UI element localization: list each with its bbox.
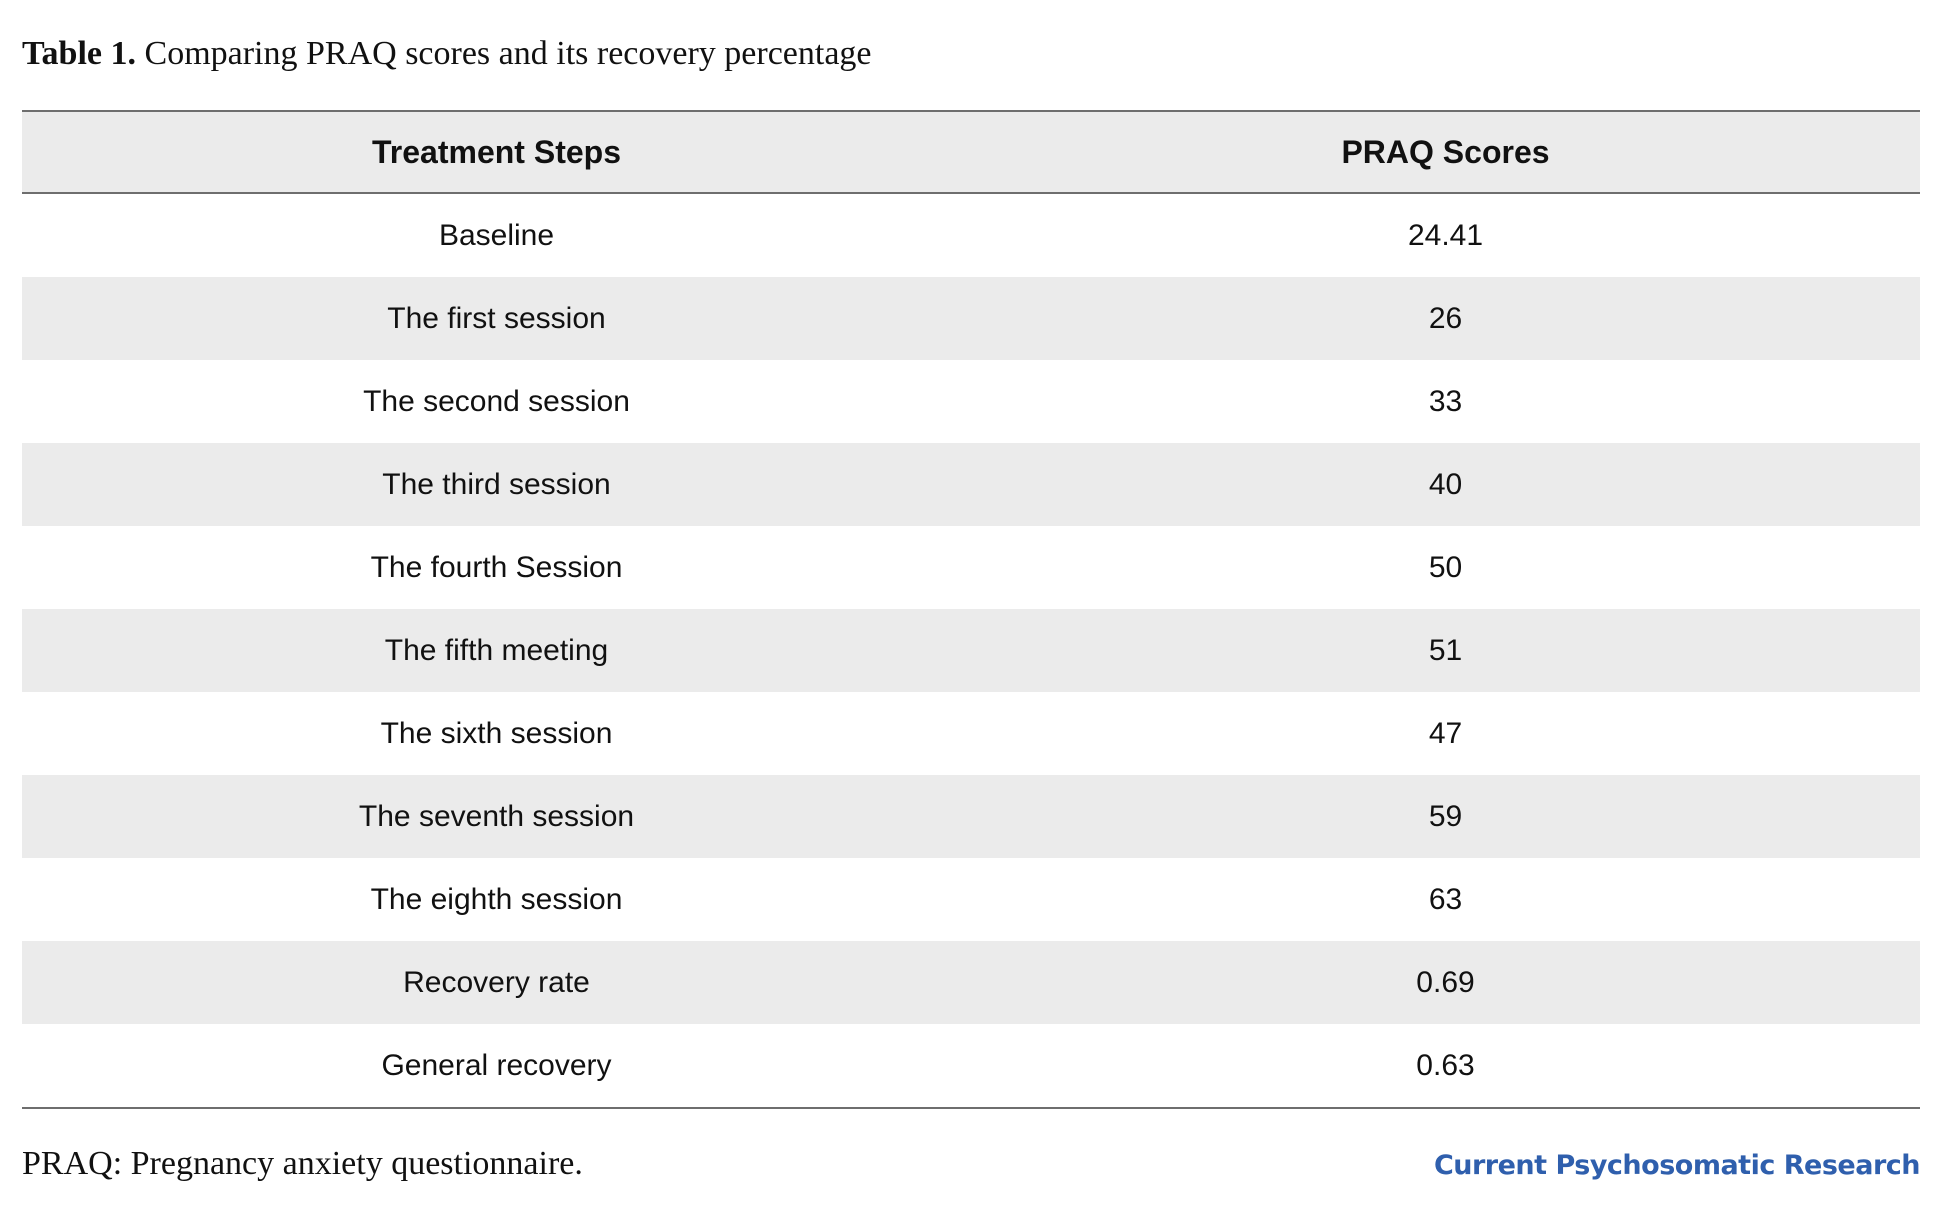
table-header: Treatment Steps PRAQ Scores	[22, 110, 1920, 194]
table-row: The first session 26	[22, 277, 1920, 360]
praq-score-cell: 59	[1428, 799, 1463, 833]
praq-score-cell: 0.63	[971, 1024, 1920, 1109]
treatment-step-cell: The third session	[382, 467, 611, 501]
header-treatment-steps: Treatment Steps	[22, 110, 971, 194]
treatment-step-cell: Recovery rate	[403, 965, 590, 999]
treatment-step-cell: The second session	[363, 384, 630, 418]
treatment-step-cell: The first session	[387, 301, 606, 335]
praq-table: Treatment Steps PRAQ Scores Baseline 24.…	[22, 110, 1920, 1109]
treatment-step-cell: The fourth Session	[370, 550, 623, 584]
praq-score-cell: 40	[1428, 467, 1463, 501]
treatment-step-cell: General recovery	[22, 1024, 971, 1109]
header-row: Treatment Steps PRAQ Scores	[22, 110, 1920, 194]
table-row: The third session 40	[22, 443, 1920, 526]
praq-score-cell: 47	[1428, 716, 1463, 750]
praq-score-cell: 33	[1428, 384, 1463, 418]
praq-score-cell: 26	[1428, 301, 1463, 335]
caption-label: Table 1.	[22, 35, 137, 72]
table-row: The second session 33	[22, 360, 1920, 443]
table-row: The fourth Session 50	[22, 526, 1920, 609]
table-row: The sixth session 47	[22, 692, 1920, 775]
treatment-step-cell: The fifth meeting	[384, 633, 609, 667]
header-praq-scores: PRAQ Scores	[971, 110, 1920, 194]
treatment-step-cell: The eighth session	[370, 882, 623, 916]
treatment-step-cell: The sixth session	[380, 716, 613, 750]
table-caption: Table 1. Comparing PRAQ scores and its r…	[22, 30, 872, 78]
treatment-step-cell: Baseline	[438, 218, 555, 252]
table-row: The seventh session 59	[22, 775, 1920, 858]
caption-text: Comparing PRAQ scores and its recovery p…	[144, 35, 872, 72]
data-table-container: Treatment Steps PRAQ Scores Baseline 24.…	[22, 110, 1920, 1109]
table-row: The eighth session 63	[22, 858, 1920, 941]
praq-score-cell: 63	[1428, 882, 1463, 916]
praq-score-cell: 24.41	[1407, 218, 1484, 252]
praq-score-cell: 50	[1428, 550, 1463, 584]
treatment-step-cell: The seventh session	[358, 799, 635, 833]
praq-score-cell: 51	[1428, 633, 1463, 667]
table-row: Baseline 24.41	[22, 193, 1920, 277]
table-footnote: PRAQ: Pregnancy anxiety questionnaire.	[22, 1145, 583, 1182]
praq-score-cell: 0.69	[1416, 965, 1475, 999]
table-row: General recovery 0.63	[22, 1024, 1920, 1109]
table-row: Recovery rate 0.69	[22, 941, 1920, 1024]
table-row: The fifth meeting 51	[22, 609, 1920, 692]
journal-logo: Current Psychosomatic Research	[1433, 1150, 1921, 1181]
table-body: Baseline 24.41 The first session 26 The …	[22, 193, 1920, 1109]
